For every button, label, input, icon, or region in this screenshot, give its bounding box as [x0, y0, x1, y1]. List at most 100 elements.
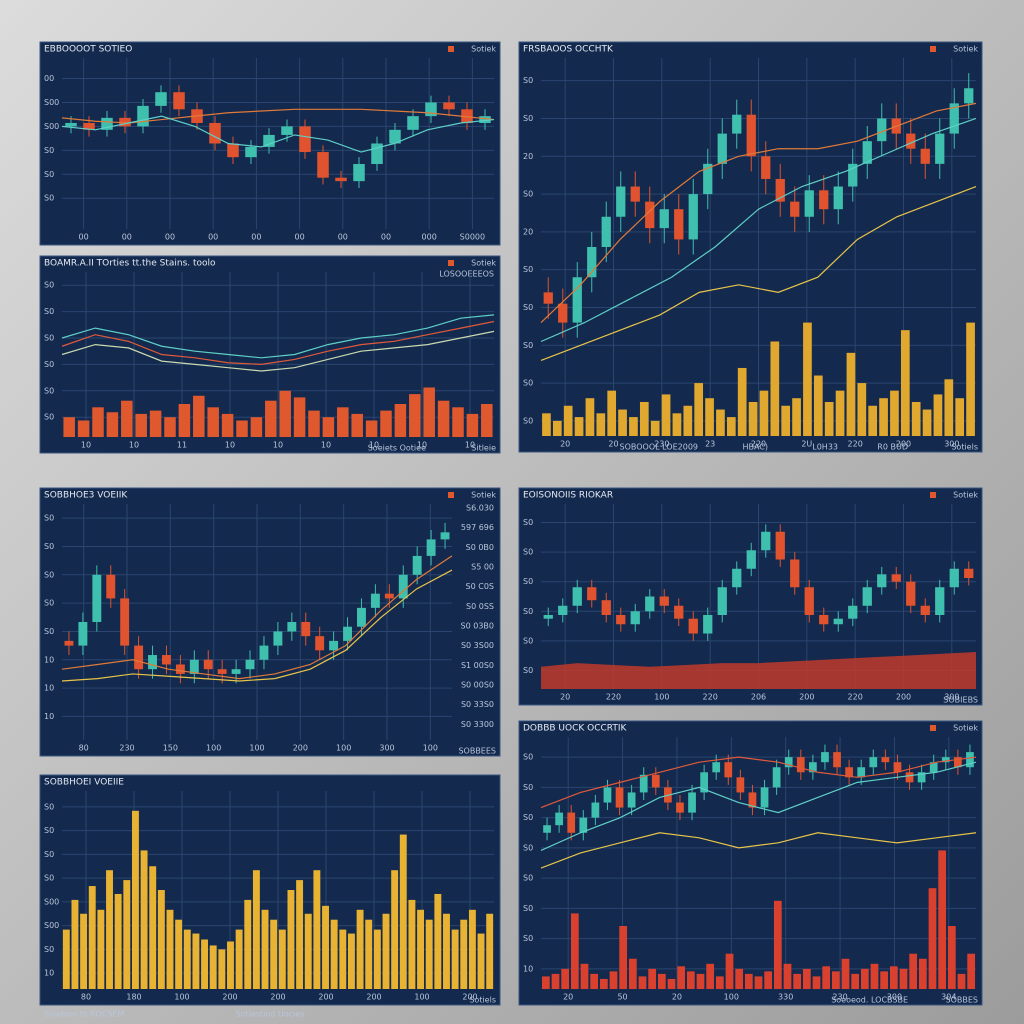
candle-body: [461, 109, 473, 123]
y-tick-label: S0: [44, 874, 54, 883]
x-tick-label: 200: [293, 744, 308, 753]
x-tick-label: 2U: [801, 440, 812, 449]
trend-line: [540, 102, 977, 324]
x-tick-label: 300: [944, 440, 959, 449]
candle-body: [245, 146, 257, 158]
price-label: S0 0SS: [466, 602, 494, 611]
candle-body: [966, 752, 974, 768]
bar: [451, 929, 459, 989]
x-tick-label: 50: [617, 993, 627, 1002]
candle-body: [700, 772, 708, 793]
price-label: 597 696: [461, 523, 494, 532]
bar: [460, 919, 468, 989]
footer-label: Sotiels: [469, 996, 496, 1005]
candle-body: [809, 762, 817, 773]
y-tick-label: S0: [523, 303, 533, 312]
y-tick-label: 10: [44, 712, 54, 721]
bar: [391, 870, 399, 989]
candle-body: [877, 574, 887, 588]
y-tick-label: S0: [523, 874, 533, 883]
candle-body: [440, 532, 450, 540]
y-tick-label: S0: [523, 114, 533, 123]
candle-body: [905, 772, 914, 783]
candle-body: [893, 762, 902, 773]
bar: [417, 909, 425, 989]
x-tick-label: 00: [208, 233, 218, 242]
candle-body: [659, 209, 669, 229]
bar: [759, 390, 769, 436]
candle-body: [615, 787, 624, 808]
footer-label: L0H33: [812, 443, 838, 452]
bar: [192, 933, 200, 989]
y-tick-label: S0: [44, 281, 54, 290]
y-tick-label: S0: [44, 802, 54, 811]
candle-body: [906, 133, 916, 149]
candle-body: [935, 133, 945, 164]
bar: [966, 322, 975, 436]
y-tick-label: S0: [44, 599, 54, 608]
candle-body: [746, 550, 756, 569]
candle-body: [651, 774, 660, 788]
y-tick-label: S0: [44, 334, 54, 343]
x-tick-label: 200: [366, 993, 381, 1002]
bar: [339, 929, 347, 989]
trend-line: [61, 330, 495, 372]
bar: [382, 913, 390, 989]
candle-body: [659, 596, 669, 606]
bar: [293, 397, 306, 437]
bar: [236, 420, 248, 437]
candle-body: [949, 568, 959, 588]
bar: [221, 413, 234, 437]
x-tick-label: S0000: [460, 233, 485, 242]
footer-label: Sitleie: [471, 444, 496, 453]
candle-body: [954, 757, 962, 768]
bar: [347, 933, 355, 989]
price-label: S1 00S0: [461, 661, 494, 670]
legend-swatch: [448, 492, 454, 498]
bar: [726, 417, 736, 436]
bar: [667, 978, 676, 989]
x-tick-label: 00: [122, 233, 132, 242]
bar: [296, 880, 304, 989]
bar: [890, 390, 899, 436]
candle-body: [384, 593, 394, 599]
panel: SOBBHOE3 VOEIIK Sotiek S0 S0 S0 S0 S0 10 10 10 80 2…: [39, 487, 501, 757]
panel-title: EBBOOOOT SOTIEO: [44, 45, 132, 55]
bar: [135, 413, 147, 437]
bar: [149, 866, 157, 989]
y-tick-label: 10: [523, 964, 533, 973]
bar: [178, 404, 191, 437]
bar: [748, 401, 758, 436]
candle-body: [587, 587, 597, 601]
x-tick-label: 230: [654, 440, 669, 449]
bar: [609, 971, 618, 989]
trend-line: [540, 756, 977, 809]
candle-body: [761, 156, 771, 179]
bar: [561, 968, 570, 989]
legend-swatch: [448, 260, 454, 266]
bar: [77, 420, 90, 437]
bar: [437, 400, 450, 437]
candle-body: [627, 792, 636, 808]
candle-body: [703, 163, 713, 195]
candle-body: [645, 201, 655, 229]
candle-body: [790, 201, 800, 217]
bar: [773, 900, 782, 989]
y-tick-label: S0: [523, 265, 533, 274]
legend-swatch: [930, 725, 936, 731]
bar: [618, 409, 627, 436]
x-tick-label: 23: [705, 440, 715, 449]
x-tick-label: 206: [751, 693, 766, 702]
bar: [879, 398, 888, 436]
bar: [967, 953, 976, 989]
x-tick-label: 00: [165, 233, 175, 242]
x-tick-label: 200: [896, 693, 911, 702]
candle-body: [572, 587, 582, 606]
bar: [244, 899, 252, 989]
panel-bg: [39, 487, 501, 757]
bar: [650, 420, 660, 436]
x-tick-label: 200: [318, 993, 333, 1002]
candle-body: [674, 209, 684, 240]
